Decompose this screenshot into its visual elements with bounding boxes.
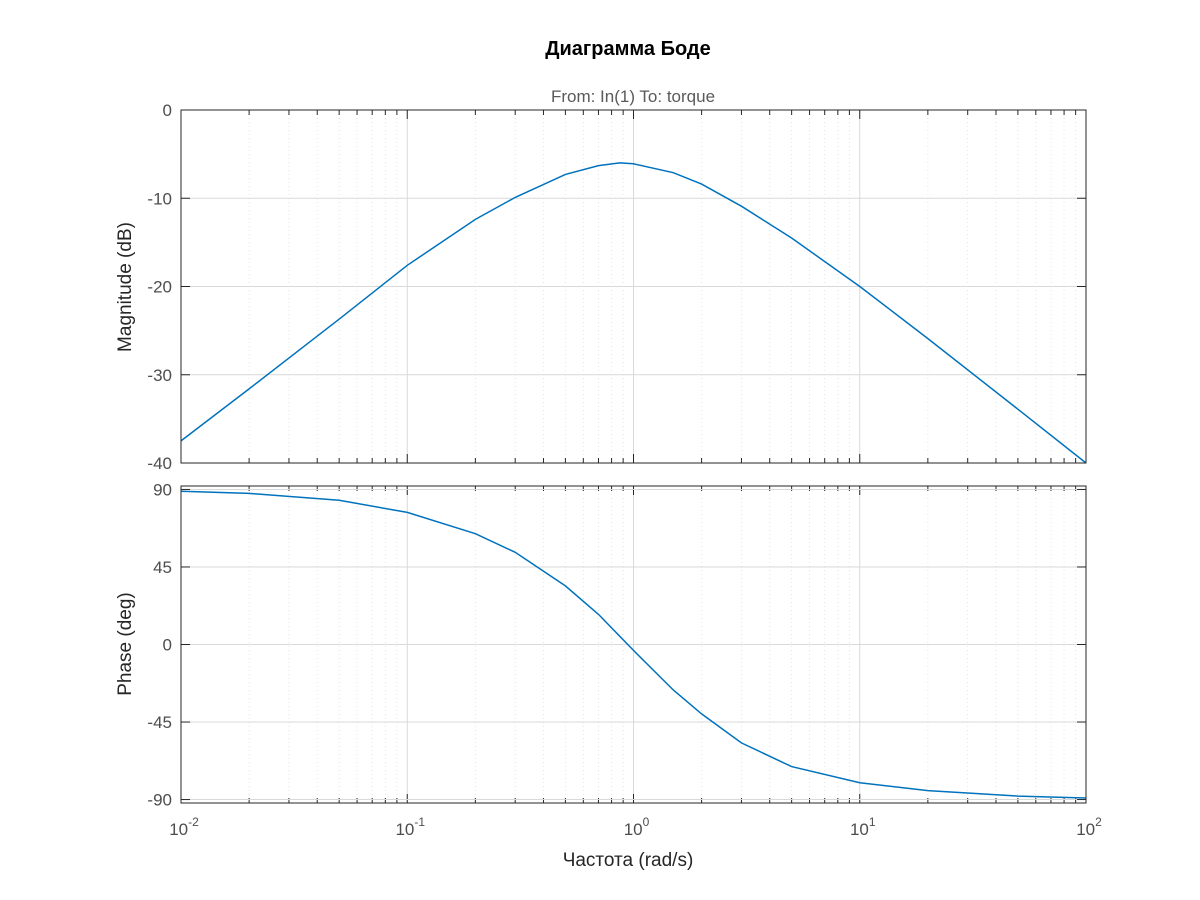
phase-axis-label: Phase (deg) [115, 592, 136, 696]
x-tick-label: 10-1 [395, 815, 425, 839]
response-curve [180, 490, 1087, 799]
axes-frame [180, 109, 1087, 464]
y-tick-label: -90 [147, 791, 172, 810]
y-tick-label: 0 [163, 101, 172, 120]
x-tick-exponent: 1 [869, 815, 876, 829]
response-curve [180, 162, 1087, 464]
magnitude-plot: 0 -10 -20 -30 -40 [147, 101, 1087, 473]
y-tick-label: -30 [147, 366, 172, 385]
y-tick-label: -10 [147, 189, 172, 208]
x-tick-exponent: -1 [414, 815, 425, 829]
x-tick-label: 101 [850, 815, 876, 839]
x-tick-exponent: -2 [188, 815, 199, 829]
frequency-axis-label: Частота (rad/s) [563, 850, 694, 871]
axes-frame [180, 485, 1087, 804]
y-tick-label: -20 [147, 278, 172, 297]
x-tick-base: 10 [850, 820, 869, 839]
y-tick-label: 90 [153, 480, 172, 499]
chart-subtitle: From: In(1) To: torque [551, 87, 715, 106]
x-tick-base: 10 [1076, 820, 1095, 839]
y-tick-label: 45 [153, 558, 172, 577]
x-tick-label: 10-2 [169, 815, 199, 839]
x-tick-exponent: 2 [1095, 815, 1102, 829]
x-tick-label: 100 [624, 815, 650, 839]
x-tick-base: 10 [624, 820, 643, 839]
chart-title: Диаграмма Боде [545, 38, 711, 60]
magnitude-axis-label: Magnitude (dB) [115, 222, 136, 352]
y-tick-label: 0 [163, 636, 172, 655]
x-tick-base: 10 [169, 820, 188, 839]
y-tick-label: -45 [147, 713, 172, 732]
x-tick-base: 10 [395, 820, 414, 839]
x-tick-exponent: 0 [643, 815, 650, 829]
y-tick-label: -40 [147, 454, 172, 473]
x-tick-label: 102 [1076, 815, 1102, 839]
